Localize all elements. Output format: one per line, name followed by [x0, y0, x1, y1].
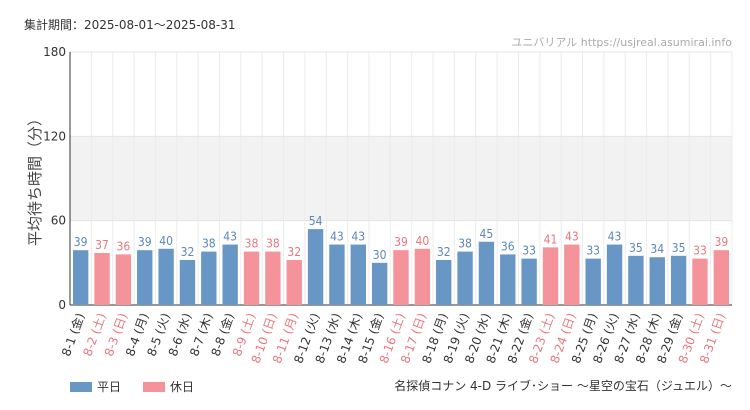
bar	[564, 244, 580, 305]
attraction-name: 名探偵コナン 4-D ライブ･ショー ～星空の宝石（ジュエル）～	[394, 379, 732, 393]
period-label: 集計期間：2025-08-01～2025-08-31	[24, 18, 236, 32]
bar	[670, 255, 687, 305]
bar-value-label: 54	[309, 214, 323, 228]
bar-value-label: 39	[74, 235, 88, 249]
bar	[457, 251, 473, 305]
bar	[201, 251, 217, 305]
bar	[137, 250, 153, 305]
bar	[692, 258, 708, 305]
bar-value-label: 45	[480, 227, 494, 241]
bar-value-label: 43	[565, 230, 579, 244]
bar	[72, 250, 89, 305]
y-tick-label: 120	[43, 129, 66, 143]
bar-value-label: 33	[586, 244, 600, 258]
bar-value-label: 35	[672, 241, 686, 255]
legend-swatch-holiday	[143, 381, 166, 392]
bar	[243, 251, 260, 305]
bar-value-label: 30	[373, 248, 387, 262]
bar	[94, 252, 110, 305]
bar	[371, 262, 388, 305]
bar	[307, 229, 324, 305]
bar-value-label: 36	[501, 239, 515, 253]
bar-value-label: 40	[415, 234, 429, 248]
bar-value-label: 36	[117, 239, 131, 253]
y-tick-label: 180	[43, 45, 66, 59]
bar-value-label: 39	[138, 235, 152, 249]
bar-value-label: 39	[394, 235, 408, 249]
bar-value-label: 38	[202, 237, 216, 251]
y-axis-title: 平均待ち時間（分）	[26, 111, 44, 246]
bar-value-label: 38	[458, 237, 472, 251]
bar	[179, 260, 196, 305]
legend-label-holiday: 休日	[170, 380, 195, 394]
bar	[222, 244, 238, 305]
bar	[628, 255, 644, 305]
bar	[414, 248, 431, 305]
bar-value-label: 43	[351, 230, 365, 244]
bar-value-label: 43	[330, 230, 344, 244]
bar-value-label: 34	[650, 242, 664, 256]
bar	[478, 241, 495, 305]
bar	[265, 251, 281, 305]
bar-value-label: 32	[287, 245, 301, 259]
bar	[329, 244, 345, 305]
bar-value-label: 32	[437, 245, 451, 259]
legend-label-weekday: 平日	[97, 380, 122, 394]
y-tick-label: 60	[51, 214, 66, 228]
bar-value-label: 33	[693, 244, 707, 258]
bar	[350, 244, 366, 305]
y-tick-label: 0	[58, 298, 66, 312]
bar	[500, 254, 516, 305]
bar	[115, 254, 132, 305]
bar-value-label: 35	[629, 241, 643, 255]
shaded-band	[70, 136, 732, 221]
legend-item-holiday: 休日	[143, 378, 194, 395]
bar-value-label: 33	[522, 244, 536, 258]
source-label: ユニバリアル https://usjreal.asumirai.info	[511, 36, 732, 49]
legend-swatch-weekday	[70, 381, 92, 392]
bar-value-label: 41	[544, 232, 558, 246]
bar	[521, 258, 537, 305]
bar-value-label: 43	[223, 230, 237, 244]
bar	[436, 260, 452, 305]
bar-value-label: 38	[266, 237, 280, 251]
bar	[286, 260, 302, 305]
bar-value-label: 43	[608, 230, 622, 244]
bar	[393, 250, 409, 305]
bar-value-label: 32	[181, 245, 195, 259]
bar	[713, 250, 730, 305]
bar	[158, 248, 174, 305]
legend: 平日 休日	[70, 378, 194, 395]
bar-value-label: 39	[714, 235, 728, 249]
bar	[585, 258, 601, 305]
bar-value-label: 37	[95, 238, 109, 252]
bar	[606, 244, 623, 305]
bar-value-label: 38	[245, 237, 259, 251]
bar	[649, 257, 665, 305]
bar	[542, 247, 559, 305]
legend-item-weekday: 平日	[70, 378, 121, 395]
bar-value-label: 40	[159, 234, 173, 248]
